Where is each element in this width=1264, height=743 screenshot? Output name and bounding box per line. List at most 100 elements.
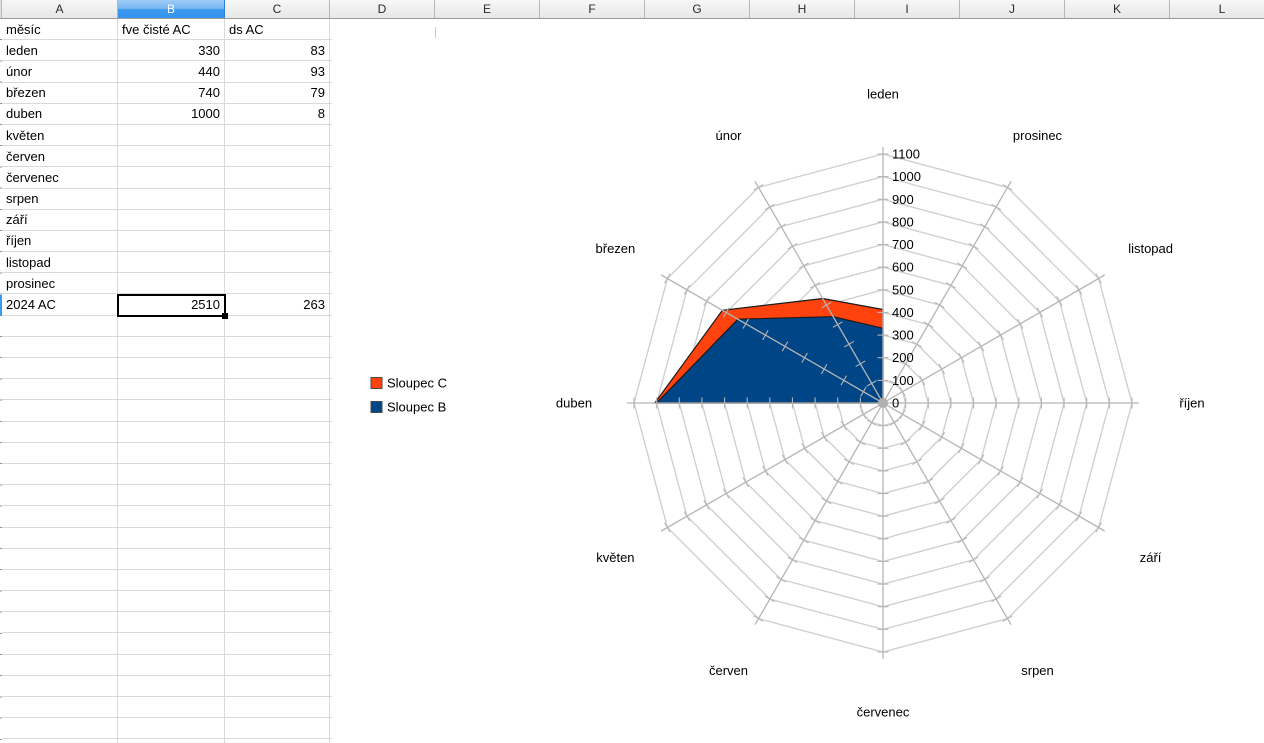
cell-B27[interactable] xyxy=(118,569,225,591)
cell-A9[interactable]: srpen xyxy=(2,188,118,209)
cell-C15[interactable] xyxy=(225,315,330,336)
column-header-K[interactable]: K xyxy=(1065,0,1170,18)
cell-B1[interactable]: fve čisté AC xyxy=(118,19,225,40)
cell-B3[interactable]: 440 xyxy=(118,61,225,82)
cell-C33[interactable] xyxy=(225,697,330,718)
column-header-A[interactable]: A xyxy=(2,0,118,18)
cell-A12[interactable]: listopad xyxy=(2,252,118,273)
cell-A32[interactable] xyxy=(2,675,118,696)
column-header-C[interactable]: C xyxy=(225,0,330,18)
cell-C4[interactable]: 79 xyxy=(225,82,330,103)
cell-C14[interactable]: 263 xyxy=(225,294,330,315)
cell-B35[interactable] xyxy=(118,739,225,743)
column-header-I[interactable]: I xyxy=(855,0,960,18)
cell-C9[interactable] xyxy=(225,188,330,209)
cell-C21[interactable] xyxy=(225,442,330,463)
cell-A25[interactable] xyxy=(2,527,118,548)
cell-C10[interactable] xyxy=(225,209,330,230)
cell-A35[interactable] xyxy=(2,739,118,743)
cell-B19[interactable] xyxy=(118,400,225,421)
cell-A7[interactable]: červen xyxy=(2,146,118,167)
cell-C3[interactable]: 93 xyxy=(225,61,330,82)
cell-C31[interactable] xyxy=(225,654,330,675)
cell-C11[interactable] xyxy=(225,230,330,252)
cell-A13[interactable]: prosinec xyxy=(2,273,118,294)
cell-A31[interactable] xyxy=(2,654,118,675)
cell-B2[interactable]: 330 xyxy=(118,40,225,61)
cell-C25[interactable] xyxy=(225,527,330,548)
cell-A5[interactable]: duben xyxy=(2,103,118,124)
cell-A17[interactable] xyxy=(2,358,118,379)
cell-B11[interactable] xyxy=(118,230,225,252)
column-header-E[interactable]: E xyxy=(435,0,540,18)
cell-A11[interactable]: říjen xyxy=(2,230,118,252)
cell-C29[interactable] xyxy=(225,612,330,633)
column-header-L[interactable]: L xyxy=(1170,0,1264,18)
cell-C1[interactable]: ds AC xyxy=(225,19,330,40)
cell-A29[interactable] xyxy=(2,612,118,633)
cell-C8[interactable] xyxy=(225,167,330,188)
cell-B21[interactable] xyxy=(118,442,225,463)
cell-B16[interactable] xyxy=(118,336,225,357)
cell-B12[interactable] xyxy=(118,252,225,273)
cell-C24[interactable] xyxy=(225,506,330,527)
cell-B15[interactable] xyxy=(118,315,225,336)
cell-A28[interactable] xyxy=(2,591,118,612)
cell-A2[interactable]: leden xyxy=(2,40,118,61)
cell-B7[interactable] xyxy=(118,146,225,167)
cell-B20[interactable] xyxy=(118,421,225,442)
cell-A22[interactable] xyxy=(2,463,118,485)
cell-C35[interactable] xyxy=(225,739,330,743)
cell-B30[interactable] xyxy=(118,633,225,654)
cell-C26[interactable] xyxy=(225,548,330,569)
cell-B13[interactable] xyxy=(118,273,225,294)
cell-A6[interactable]: květen xyxy=(2,124,118,146)
cell-B10[interactable] xyxy=(118,209,225,230)
cell-B28[interactable] xyxy=(118,591,225,612)
cell-B33[interactable] xyxy=(118,697,225,718)
cell-B24[interactable] xyxy=(118,506,225,527)
cell-C18[interactable] xyxy=(225,379,330,400)
cell-A21[interactable] xyxy=(2,442,118,463)
cell-A16[interactable] xyxy=(2,336,118,357)
cell-A1[interactable]: měsíc xyxy=(2,19,118,40)
column-header-J[interactable]: J xyxy=(960,0,1065,18)
cell-B9[interactable] xyxy=(118,188,225,209)
cell-C12[interactable] xyxy=(225,252,330,273)
cell-A14[interactable]: 2024 AC xyxy=(2,294,118,315)
cell-C19[interactable] xyxy=(225,400,330,421)
cell-B18[interactable] xyxy=(118,379,225,400)
cell-C17[interactable] xyxy=(225,358,330,379)
cell-B8[interactable] xyxy=(118,167,225,188)
cell-C20[interactable] xyxy=(225,421,330,442)
column-header-B[interactable]: B xyxy=(118,0,225,18)
cell-A10[interactable]: září xyxy=(2,209,118,230)
selected-cell[interactable] xyxy=(117,293,228,319)
cell-A19[interactable] xyxy=(2,400,118,421)
cell-B29[interactable] xyxy=(118,612,225,633)
cell-C2[interactable]: 83 xyxy=(225,40,330,61)
cell-B26[interactable] xyxy=(118,548,225,569)
radar-chart-object[interactable]: 0 100 200 300 400 500 600 700 800 900 1000 1100 lede… xyxy=(332,19,1264,743)
cell-A26[interactable] xyxy=(2,548,118,569)
cell-C32[interactable] xyxy=(225,675,330,696)
cell-B31[interactable] xyxy=(118,654,225,675)
cell-A30[interactable] xyxy=(2,633,118,654)
column-header-F[interactable]: F xyxy=(540,0,645,18)
cell-C30[interactable] xyxy=(225,633,330,654)
cell-A27[interactable] xyxy=(2,569,118,591)
column-header-G[interactable]: G xyxy=(645,0,750,18)
cell-B25[interactable] xyxy=(118,527,225,548)
cell-A24[interactable] xyxy=(2,506,118,527)
cell-C5[interactable]: 8 xyxy=(225,103,330,124)
fill-handle[interactable] xyxy=(222,312,228,319)
cell-C22[interactable] xyxy=(225,463,330,485)
cell-C27[interactable] xyxy=(225,569,330,591)
cell-B22[interactable] xyxy=(118,463,225,485)
column-header-D[interactable]: D xyxy=(330,0,435,18)
cell-B5[interactable]: 1000 xyxy=(118,103,225,124)
radar-chart[interactable]: 010020030040050060070080090010001100lede… xyxy=(332,19,1264,743)
cell-A23[interactable] xyxy=(2,485,118,506)
cell-C28[interactable] xyxy=(225,591,330,612)
cell-B6[interactable] xyxy=(118,124,225,146)
